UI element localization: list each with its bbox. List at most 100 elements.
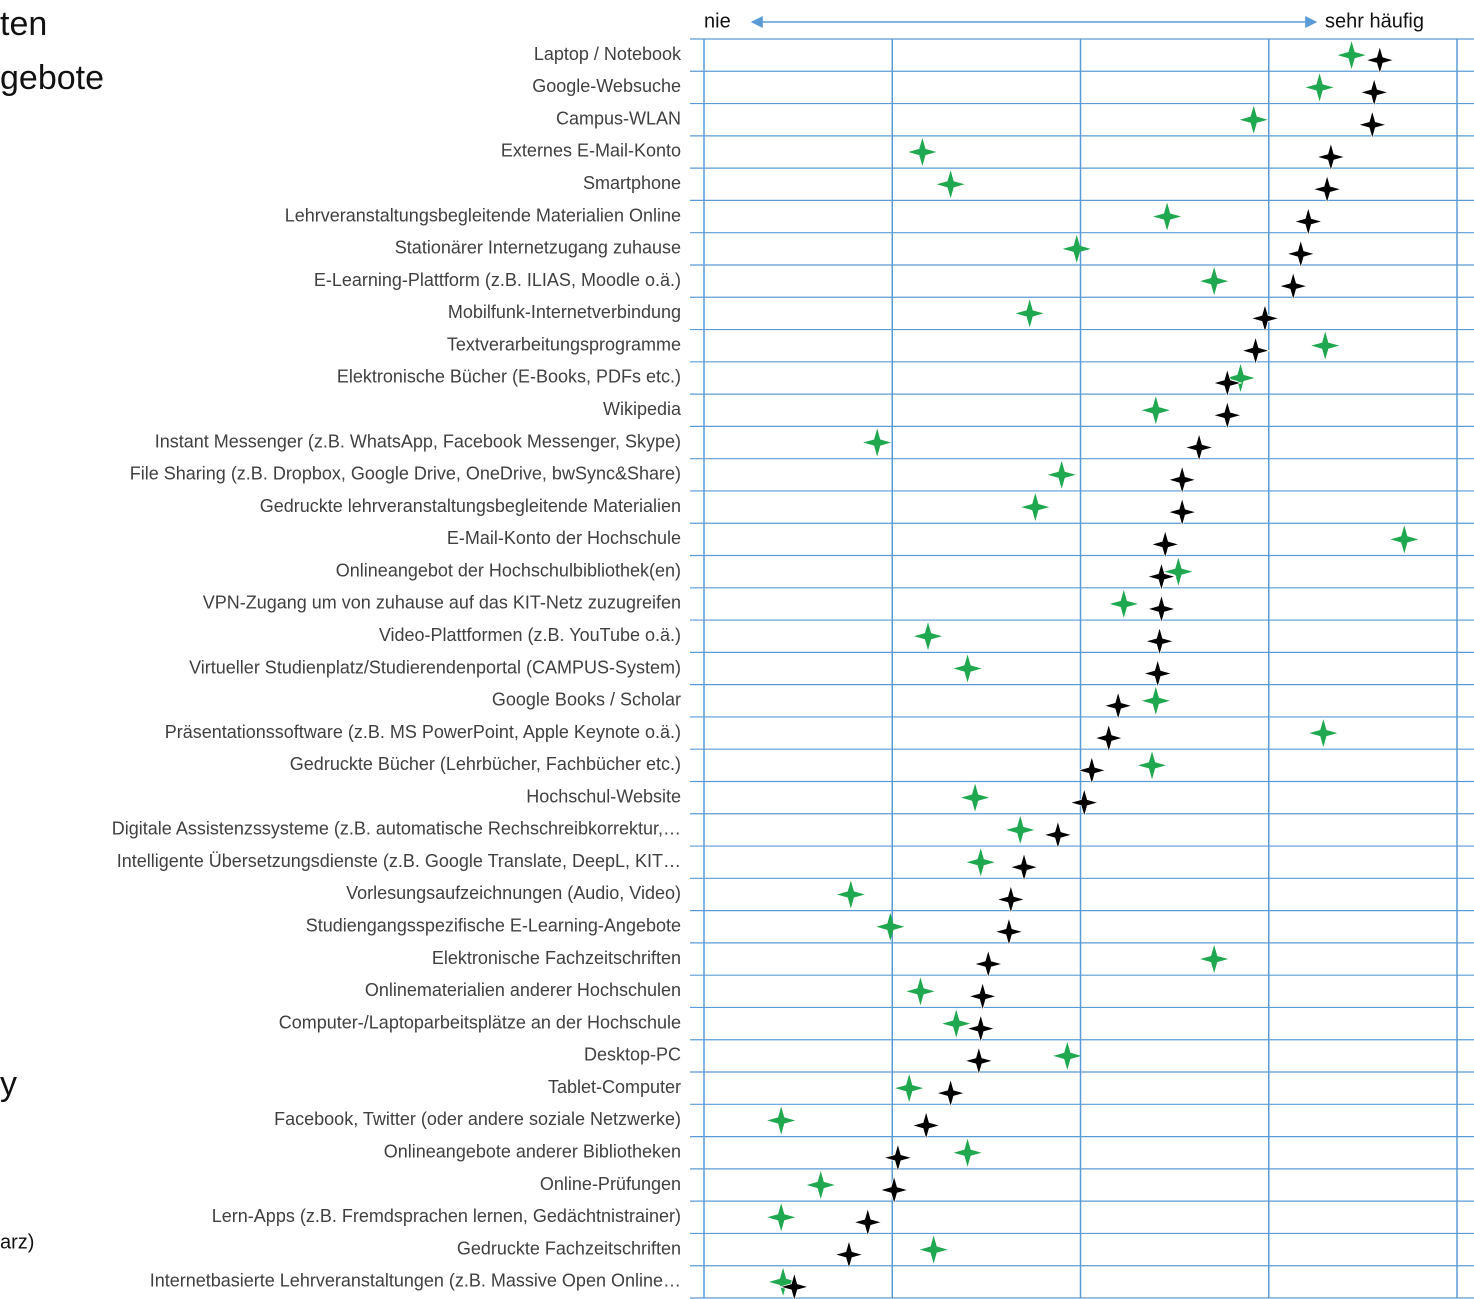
y-tick-label: Tablet-Computer	[548, 1077, 681, 1097]
y-tick-label: Wikipedia	[603, 399, 682, 419]
y-tick-label: E-Learning-Plattform (z.B. ILIAS, Moodle…	[314, 270, 681, 290]
y-tick-label: Facebook, Twitter (oder andere soziale N…	[274, 1109, 681, 1129]
star-marker	[895, 1074, 924, 1103]
star-marker	[1211, 399, 1243, 431]
y-tick-label: Onlineangebot der Hochschulbibliothek(en…	[336, 560, 681, 580]
star-marker	[961, 783, 990, 812]
star-marker	[1285, 238, 1317, 270]
star-marker	[953, 654, 982, 683]
star-marker	[1076, 754, 1108, 786]
star-marker	[1144, 625, 1176, 657]
star-marker	[967, 980, 999, 1012]
star-marker	[1240, 335, 1272, 367]
star-marker	[1142, 658, 1174, 689]
star-marker	[769, 1267, 798, 1296]
star-marker	[1145, 593, 1177, 625]
star-marker	[778, 1271, 810, 1299]
y-tick-label: Google Books / Scholar	[492, 690, 681, 710]
star-marker	[1093, 722, 1125, 754]
star-marker	[1166, 496, 1198, 528]
y-tick-label: VPN-Zugang um von zuhause auf das KIT-Ne…	[203, 593, 681, 613]
star-marker	[852, 1206, 884, 1238]
star-marker	[1145, 561, 1177, 593]
star-marker	[1068, 787, 1100, 819]
side-text: y	[0, 1065, 17, 1103]
y-tick-label: Studiengangsspezifische E-Learning-Angeb…	[306, 916, 681, 936]
y-tick-label: Gedruckte lehrveranstaltungsbegleitende …	[260, 496, 681, 516]
star-marker	[1390, 525, 1419, 554]
y-tick-label: Virtueller Studienplatz/Studierendenport…	[189, 657, 681, 677]
star-marker	[935, 1077, 967, 1109]
y-tick-label: Gedruckte Fachzeitschriften	[457, 1238, 681, 1258]
y-tick-label: Vorlesungsaufzeichnungen (Audio, Video)	[346, 883, 681, 903]
star-marker	[1015, 299, 1044, 328]
star-marker	[1315, 141, 1347, 173]
star-marker	[908, 137, 937, 166]
y-tick-label: Präsentationssoftware (z.B. MS PowerPoin…	[165, 722, 681, 742]
y-tick-label: Online-Prüfungen	[540, 1174, 681, 1194]
star-marker	[1149, 528, 1181, 560]
star-marker	[942, 1009, 971, 1038]
star-marker	[953, 1138, 982, 1167]
y-tick-label: Elektronische Fachzeitschriften	[432, 948, 681, 968]
star-marker	[1183, 432, 1215, 463]
y-tick-label: Lern-Apps (z.B. Fremdsprachen lernen, Ge…	[212, 1206, 681, 1226]
y-tick-label: Video-Plattformen (z.B. YouTube o.ä.)	[379, 625, 681, 645]
y-tick-label: Textverarbeitungsprogramme	[447, 334, 681, 354]
y-tick-label: Digitale Assistenzssysteme (z.B. automat…	[112, 819, 681, 839]
star-marker	[1311, 173, 1343, 205]
star-marker	[1311, 331, 1340, 360]
star-marker	[833, 1239, 865, 1271]
star-marker	[906, 977, 935, 1006]
star-marker	[910, 1109, 942, 1141]
star-marker	[878, 1174, 910, 1206]
star-marker	[1226, 363, 1255, 392]
side-text: gebote	[0, 59, 104, 97]
y-tick-label: Intelligente Übersetzungsdienste (z.B. G…	[117, 851, 681, 871]
star-marker	[1292, 206, 1324, 238]
star-marker	[1211, 367, 1243, 399]
annotation: sehr häufig	[1325, 10, 1424, 32]
star-marker	[1042, 819, 1074, 851]
star-marker	[1277, 270, 1309, 302]
star-marker	[1239, 105, 1268, 134]
annotation: nie	[704, 10, 731, 32]
star-marker	[995, 884, 1027, 915]
star-marker	[966, 848, 995, 877]
side-text: arz)	[0, 1231, 34, 1253]
star-marker	[767, 1106, 796, 1135]
y-tick-label: Lehrveranstaltungsbegleitende Materialie…	[285, 205, 681, 225]
y-tick-label: Desktop-PC	[584, 1045, 681, 1065]
y-tick-label: Stationärer Internetzugang zuhause	[395, 238, 681, 258]
y-tick-label: Mobilfunk-Internetverbindung	[448, 302, 681, 322]
star-marker	[1153, 202, 1182, 231]
y-tick-label: Onlineangebote anderer Bibliotheken	[384, 1141, 681, 1161]
star-marker	[1309, 719, 1338, 748]
star-marker	[767, 1203, 796, 1232]
y-tick-label: E-Mail-Konto der Hochschule	[447, 528, 681, 548]
y-tick-label: File Sharing (z.B. Dropbox, Google Drive…	[130, 464, 681, 484]
y-tick-label: Campus-WLAN	[556, 108, 681, 128]
side-text: ten	[0, 5, 47, 43]
star-marker	[972, 948, 1004, 980]
star-marker	[965, 1013, 997, 1045]
star-marker	[993, 916, 1025, 948]
star-marker	[836, 880, 865, 909]
star-marker	[1047, 460, 1076, 489]
star-marker	[1164, 557, 1193, 586]
star-marker	[863, 428, 892, 457]
star-marker	[1021, 493, 1050, 522]
star-marker	[919, 1235, 948, 1264]
star-marker	[1364, 44, 1396, 76]
y-tick-label: Smartphone	[583, 173, 681, 193]
star-marker	[1008, 851, 1040, 883]
star-marker	[1141, 396, 1170, 425]
star-marker	[1166, 464, 1198, 496]
star-marker	[1062, 234, 1091, 263]
star-marker	[1337, 41, 1366, 70]
star-marker	[1006, 815, 1035, 844]
star-marker	[1141, 686, 1170, 715]
y-tick-label: Google-Websuche	[532, 76, 681, 96]
y-tick-label: Laptop / Notebook	[534, 44, 682, 64]
